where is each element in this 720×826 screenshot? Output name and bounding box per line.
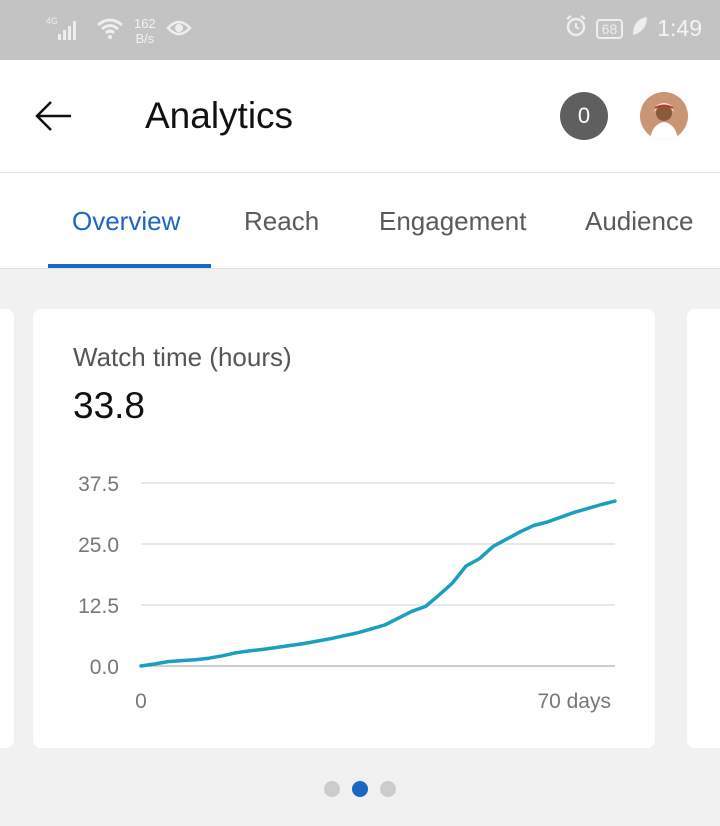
status-bar: 4G 162 B/s bbox=[0, 0, 720, 60]
watch-time-chart: 0.0 12.5 25.0 37.5 0 70 days bbox=[78, 473, 617, 713]
status-bar-left: 4G 162 B/s bbox=[46, 14, 192, 47]
tab-reach[interactable]: Reach bbox=[244, 206, 320, 236]
signal-icon: 4G bbox=[46, 14, 86, 47]
network-speed: 162 B/s bbox=[134, 16, 156, 46]
status-time: 1:49 bbox=[657, 15, 702, 41]
y-tick-label: 0.0 bbox=[90, 656, 119, 679]
next-card[interactable] bbox=[687, 309, 720, 748]
tab-audience[interactable]: Audience bbox=[585, 206, 694, 236]
metric-label: Watch time (hours) bbox=[73, 342, 292, 372]
tab-active-indicator bbox=[48, 264, 211, 268]
previous-card[interactable] bbox=[0, 309, 14, 748]
app-bar: Analytics 0 bbox=[0, 60, 720, 173]
series-line bbox=[139, 499, 617, 668]
tab-bar: Overview Reach Engagement Audience bbox=[0, 173, 720, 269]
status-bar-right: 68 1:49 bbox=[564, 14, 702, 43]
avatar-icon bbox=[640, 92, 688, 140]
wifi-icon bbox=[96, 16, 124, 45]
tab-engagement[interactable]: Engagement bbox=[379, 206, 527, 236]
carousel-pager bbox=[324, 781, 396, 797]
network-type: 4G bbox=[46, 16, 58, 26]
y-tick-label: 12.5 bbox=[78, 595, 119, 618]
eye-icon bbox=[166, 18, 192, 43]
metric-card[interactable]: Watch time (hours) 33.8 0.0 12.5 25.0 37.5 0… bbox=[33, 309, 655, 748]
tab-overview[interactable]: Overview bbox=[72, 206, 181, 236]
pager-dot[interactable] bbox=[324, 781, 340, 797]
x-tick-label: 70 days bbox=[537, 690, 611, 713]
metric-value: 33.8 bbox=[73, 385, 146, 426]
y-tick-label: 25.0 bbox=[78, 534, 119, 557]
back-arrow-icon bbox=[35, 101, 71, 131]
alarm-icon bbox=[564, 14, 588, 43]
page-title: Analytics bbox=[145, 95, 294, 136]
y-tick-label: 37.5 bbox=[78, 473, 119, 496]
x-tick-label: 0 bbox=[135, 690, 147, 713]
network-speed-unit: B/s bbox=[135, 30, 155, 46]
network-speed-value: 162 bbox=[134, 15, 156, 31]
battery-indicator: 68 bbox=[595, 18, 624, 39]
back-button[interactable] bbox=[28, 90, 80, 142]
leaf-icon bbox=[631, 15, 649, 42]
avatar[interactable] bbox=[640, 92, 688, 140]
notification-badge[interactable]: 0 bbox=[560, 92, 608, 140]
pager-dot-active[interactable] bbox=[352, 781, 368, 797]
pager-dot[interactable] bbox=[380, 781, 396, 797]
